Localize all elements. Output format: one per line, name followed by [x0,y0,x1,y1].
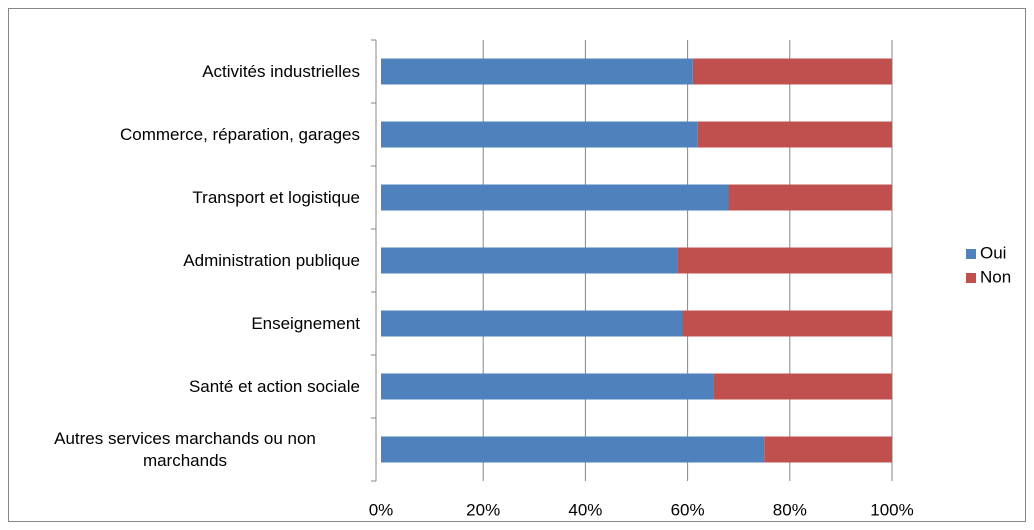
bar-segment [764,436,892,463]
legend-label: Non [980,267,1011,286]
y-tick-label: Santé et action sociale [188,376,360,396]
y-tick-label: Enseignement [251,313,360,333]
bar-segment [381,121,698,148]
x-tick-label: 100% [870,500,913,519]
x-tick-label: 80% [773,500,807,519]
bar-segment [381,58,693,85]
x-tick-label: 20% [466,500,500,519]
bar-segment [381,310,683,337]
y-tick-label: Autres services marchands ou non marchan… [54,428,316,470]
bar-segment [697,121,892,148]
legend-label: Oui [980,243,1006,262]
bar-segment [692,58,892,85]
x-tick-label: 40% [568,500,602,519]
bar-segment [381,373,714,400]
bar-segment [682,310,892,337]
bar-segment [381,247,678,274]
bar-segment [381,184,729,211]
y-tick-label: Commerce, réparation, garages [119,124,360,144]
y-tick-label: Activités industrielles [202,61,360,81]
legend-swatch [966,273,976,283]
legend-swatch [966,249,976,259]
bar-segment [713,373,892,400]
x-tick-label: 60% [671,500,705,519]
bar-segment [728,184,892,211]
y-tick-label: Administration publique [183,250,360,270]
x-tick-label: 0% [369,500,394,519]
bar-segment [677,247,892,274]
bar-segment [381,436,765,463]
y-tick-label: Transport et logistique [192,187,360,207]
